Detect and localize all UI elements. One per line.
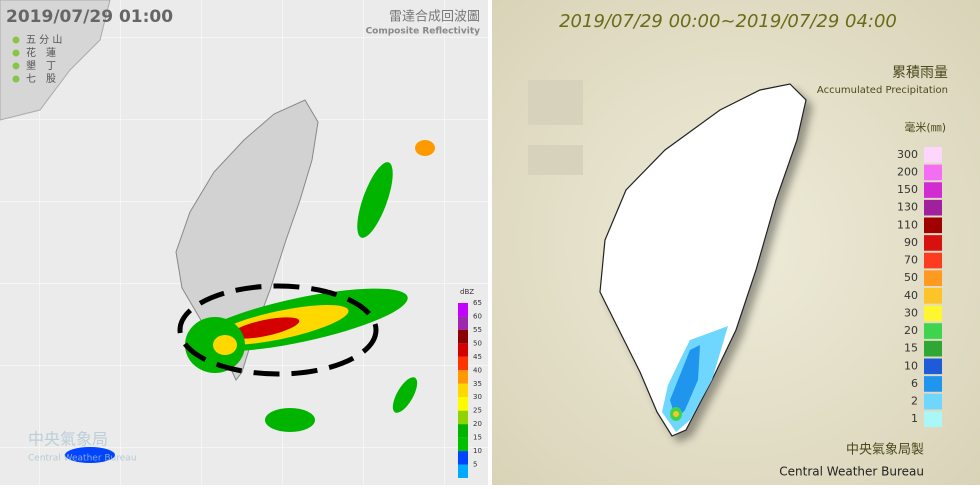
taiwan-white [599,83,807,437]
rain-swatch [924,182,942,198]
dbz-swatch [458,410,468,425]
station-name: 墾 丁 [26,59,56,72]
rain-label: 50 [904,271,918,284]
island-inset [528,80,583,125]
echoes [65,140,435,463]
rain-label: 200 [897,165,918,178]
station-dot [12,36,20,44]
dbz-swatch [458,383,468,398]
rain-label: 1 [911,412,918,425]
dbz-swatch [458,397,468,411]
rain-label: 110 [897,218,918,231]
rain-label: 150 [897,183,918,196]
dbz-swatch [458,437,468,452]
rain-label: 300 [897,148,918,161]
rain-label: 40 [904,289,918,302]
station-dot [12,49,20,57]
dbz-swatch [458,329,468,344]
rain-swatch [924,199,942,216]
rain-label: 2 [911,395,918,408]
station-name: 七 股 [26,73,56,85]
dbz-unit: dBZ [460,288,474,296]
rain-label: 6 [911,377,918,390]
dbz-label: 60 [473,312,482,320]
watermark-en: Central Weather Bureau [28,454,137,464]
rain-unit: 毫米(㎜) [904,120,946,134]
mainland [0,0,111,121]
rain-label: 15 [904,342,918,355]
rain-swatch [924,235,942,251]
rain-swatch [924,164,942,181]
dbz-swatch [458,424,468,438]
rain-swatch [924,252,942,269]
dbz-label: 45 [473,353,482,361]
island-inset [528,145,583,175]
radar-time: 2019/07/29 01:00 [6,7,173,27]
dbz-label: 35 [473,380,482,388]
rain-swatch [924,323,942,339]
rain-swatch [924,376,942,392]
rain-area [673,411,679,417]
rain-label: 90 [904,236,918,249]
rain-label: 70 [904,254,918,267]
rain-swatch [924,340,942,357]
rain-subtitle: Accumulated Precipitation [817,85,948,96]
dbz-label: 15 [473,434,482,442]
dbz-label: 40 [473,366,482,374]
station-dot [12,75,20,83]
rain-swatch [924,358,942,375]
rain-label: 130 [897,201,918,214]
dbz-swatch [458,356,468,371]
rain-area [670,345,700,420]
watermark: 中央氣象局 [28,430,108,449]
dbz-label: 50 [473,339,482,347]
rain-period: 2019/07/29 00:00~2019/07/29 04:00 [559,11,897,32]
dbz-label: 20 [473,420,482,428]
rain-swatch [924,393,942,410]
rain-label: 20 [904,324,918,337]
dbz-label: 30 [473,393,482,401]
dbz-label: 55 [473,326,482,334]
dbz-swatch [458,370,468,384]
rain-label: 10 [904,359,918,372]
rain-swatch [924,305,942,322]
rain-swatch [924,411,942,427]
dbz-swatch [458,316,468,330]
dbz-swatch [458,464,468,478]
rain-swatch [924,147,942,163]
dbz-swatch [458,303,468,317]
radar-title: 雷達合成回波圖 [389,10,480,25]
dbz-label: 65 [473,299,482,307]
rain-swatch [924,288,942,304]
rain-swatch [924,270,942,286]
dbz-label: 25 [473,407,482,415]
station-dot [12,62,20,70]
credit-en: Central Weather Bureau [779,465,924,479]
station-name: 花 蓮 [26,46,56,59]
radar-subtitle: Composite Reflectivity [366,27,481,37]
rain-title: 累積雨量 [892,65,948,81]
rain-label: 30 [904,306,918,319]
dbz-swatch [458,451,468,465]
dbz-label: 5 [473,461,477,469]
station-name: 五 分 山 [26,34,62,46]
credit-zh: 中央氣象局製 [846,443,924,458]
dbz-swatch [458,343,468,357]
dbz-label: 10 [473,447,482,455]
highlight-ellipse [177,283,379,377]
rain-swatch [924,217,942,234]
